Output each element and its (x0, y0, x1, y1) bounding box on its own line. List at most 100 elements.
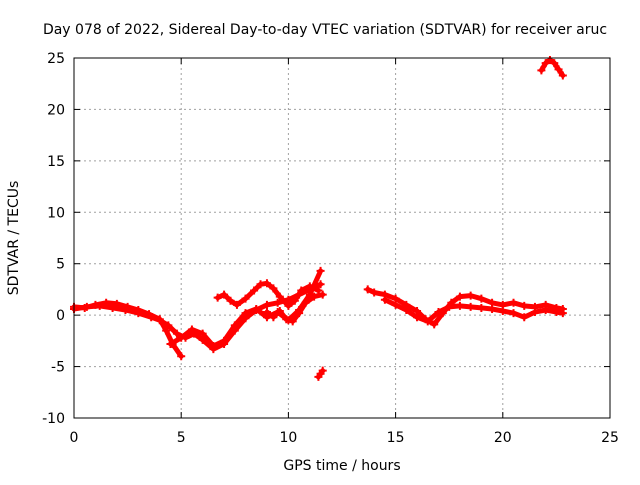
data-point (213, 293, 222, 302)
data-point (509, 309, 518, 318)
x-tick-label: 10 (279, 430, 297, 446)
data-point (290, 296, 299, 305)
data-point (363, 285, 372, 294)
data-point (269, 313, 278, 322)
data-point (423, 317, 432, 326)
grid-layer (74, 58, 610, 418)
data-point (537, 66, 546, 75)
data-point (455, 292, 464, 301)
data-point (391, 300, 400, 309)
data-point (301, 298, 310, 307)
data-point (198, 329, 207, 338)
data-point (558, 71, 567, 80)
data-point (275, 292, 284, 301)
data-point (95, 301, 104, 310)
y-axis-label: SDTVAR / TECUs (6, 181, 22, 296)
data-point (554, 65, 563, 74)
data-point (241, 294, 250, 303)
x-axis-label: GPS time / hours (283, 458, 400, 474)
data-point (162, 326, 171, 335)
data-point (316, 266, 325, 275)
y-tick-label: 0 (56, 308, 65, 324)
data-point (288, 317, 297, 326)
data-point (250, 286, 259, 295)
data-point (509, 298, 518, 307)
data-point (273, 298, 282, 307)
data-point (310, 292, 319, 301)
data-point (172, 329, 181, 338)
data-point (134, 309, 143, 318)
data-point (498, 307, 507, 316)
data-point (166, 339, 175, 348)
data-point (108, 303, 117, 312)
data-point (318, 366, 327, 375)
data-point (164, 321, 173, 330)
data-point (147, 313, 156, 322)
series-track-h (380, 295, 567, 326)
data-point (305, 282, 314, 291)
data-point (295, 309, 304, 318)
data-point (552, 308, 561, 317)
y-tick-label: 20 (47, 102, 65, 118)
x-tick-label: 25 (601, 430, 619, 446)
data-point (402, 306, 411, 314)
data-point (262, 279, 271, 288)
data-point (155, 316, 164, 325)
data-point (541, 59, 550, 68)
data-point (316, 280, 325, 289)
data-point (269, 284, 278, 293)
data-point (177, 333, 186, 342)
y-tick-label: 15 (47, 154, 65, 170)
data-point (230, 321, 239, 330)
x-tick-label: 0 (70, 430, 79, 446)
data-point (241, 309, 250, 318)
data-point (252, 304, 261, 313)
data-point (187, 325, 196, 334)
data-point (177, 352, 186, 361)
x-tick-label: 5 (177, 430, 186, 446)
data-point (232, 300, 241, 309)
series-track-f (314, 366, 327, 381)
data-point (262, 308, 271, 317)
y-tick-label: 5 (56, 257, 65, 273)
data-point (256, 280, 265, 289)
data-point (275, 307, 284, 316)
data-point (455, 301, 464, 310)
y-tick-label: 25 (47, 51, 65, 67)
data-point (477, 294, 486, 303)
x-tick-label: 15 (387, 430, 405, 446)
data-point (445, 302, 454, 311)
y-tick-label: 10 (47, 205, 65, 221)
data-point (82, 302, 91, 311)
data-point (488, 304, 497, 313)
data-point (520, 301, 529, 310)
data-point (413, 313, 422, 322)
data-point (558, 309, 567, 318)
data-point (545, 56, 554, 65)
data-point (434, 308, 443, 317)
data-point (284, 301, 293, 310)
data-point (430, 320, 439, 329)
data-point (477, 303, 486, 312)
y-tick-label: -5 (51, 360, 65, 376)
data-point (121, 306, 130, 314)
series-track-i (537, 56, 567, 80)
data-point (380, 295, 389, 304)
data-point (466, 302, 475, 311)
data-point (550, 59, 559, 68)
data-point (530, 308, 539, 317)
series-track-e (262, 290, 327, 326)
data-point (541, 306, 550, 314)
chart-title: Day 078 of 2022, Sidereal Day-to-day VTE… (43, 22, 607, 38)
data-point (370, 288, 379, 297)
data-point (220, 336, 229, 345)
series-track-d (213, 279, 323, 310)
data-layer (70, 56, 567, 381)
data-point (220, 290, 229, 299)
data-point (466, 291, 475, 300)
x-tick-label: 20 (494, 430, 512, 446)
data-point (520, 313, 529, 322)
data-point (297, 286, 306, 295)
